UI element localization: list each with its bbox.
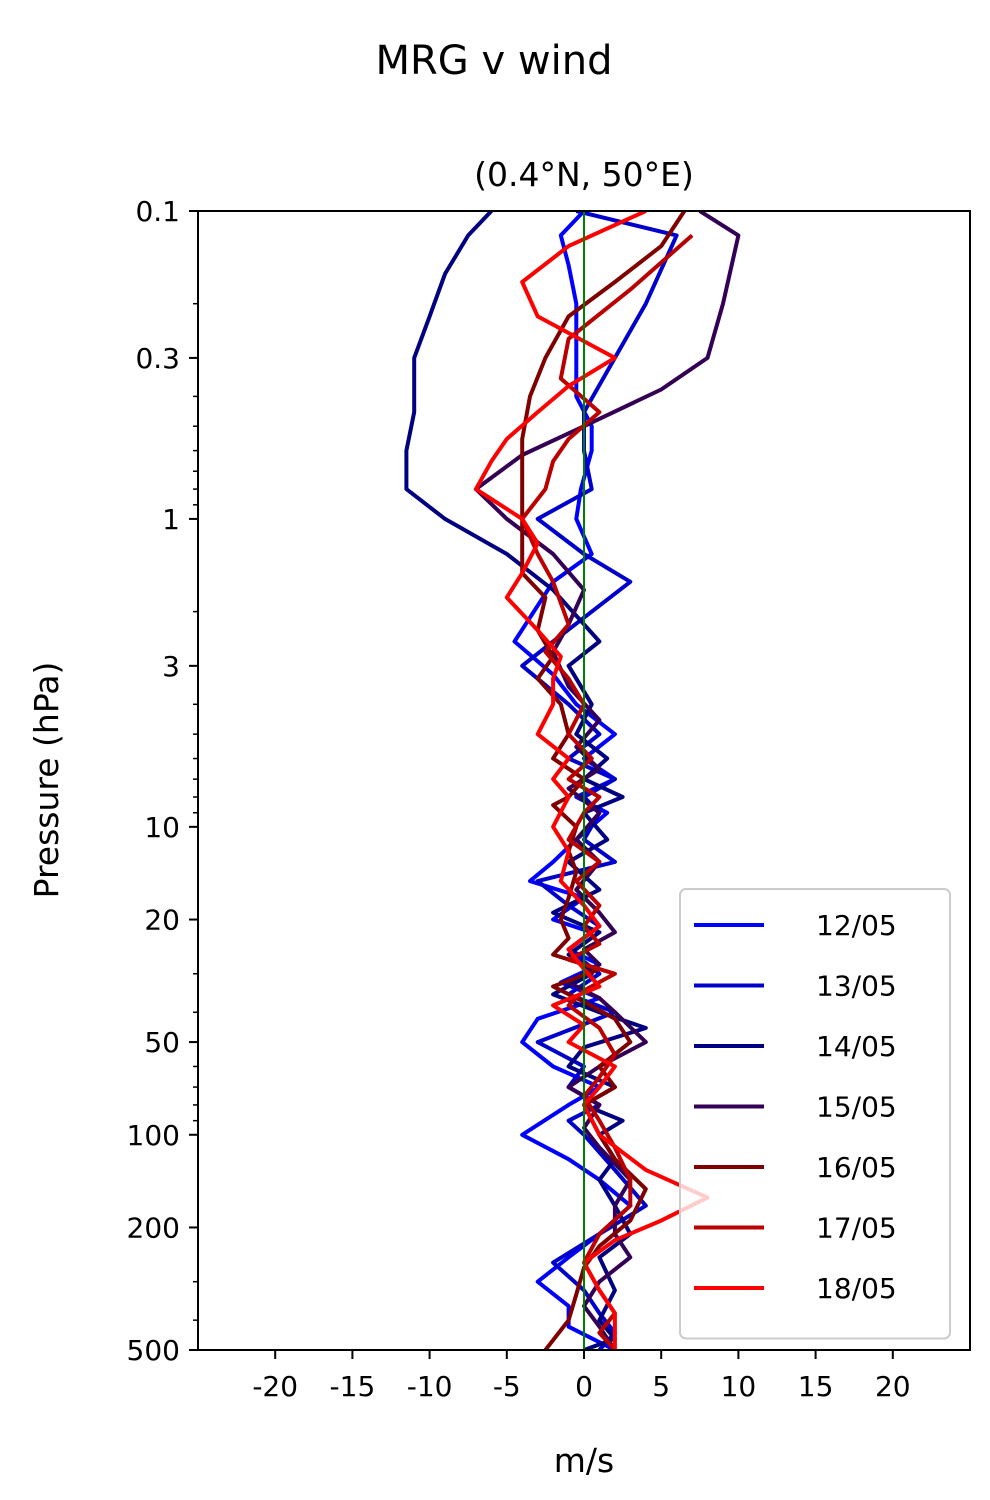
x-tick-label: -15 xyxy=(330,1370,376,1403)
series-line-14/05 xyxy=(404,211,648,1350)
series-line-17/05 xyxy=(520,233,694,1350)
y-tick-label: 10 xyxy=(144,811,180,844)
x-tick-label: 20 xyxy=(875,1370,911,1403)
y-tick-label: 3 xyxy=(162,650,180,683)
series-line-16/05 xyxy=(520,211,687,1350)
y-tick-label: 20 xyxy=(144,904,180,937)
y-tick-label: 0.1 xyxy=(135,195,180,228)
x-axis-label: m/s xyxy=(554,1441,614,1480)
x-tick-label: 0 xyxy=(575,1370,593,1403)
legend-label: 17/05 xyxy=(816,1212,897,1245)
x-tick-label: -20 xyxy=(252,1370,298,1403)
legend-label: 15/05 xyxy=(816,1091,897,1124)
chart-title: MRG v wind xyxy=(376,38,613,84)
legend-label: 14/05 xyxy=(816,1030,897,1063)
legend-label: 13/05 xyxy=(816,970,897,1003)
series-line-13/05 xyxy=(520,211,679,1350)
plot-area xyxy=(404,211,741,1350)
chart-subtitle: (0.4°N, 50°E) xyxy=(474,155,694,194)
y-tick-label: 50 xyxy=(144,1026,180,1059)
x-tick-label: -10 xyxy=(407,1370,453,1403)
legend-label: 16/05 xyxy=(816,1151,897,1184)
legend-label: 12/05 xyxy=(816,909,897,942)
legend: 12/05 13/05 14/05 15/05 16/05 17/05 18/05 xyxy=(679,888,951,1340)
legend-label: 18/05 xyxy=(816,1272,897,1305)
axes: -20 -15 -10 -5 0 5 10 15 20 0.1 0.3 1 3 10 20 50 100 200 5… xyxy=(127,195,971,1403)
legend-box xyxy=(679,888,951,1340)
y-tick-label: 100 xyxy=(127,1119,180,1152)
series-line-18/05 xyxy=(473,211,710,1350)
x-tick-label: 15 xyxy=(798,1370,834,1403)
y-tick-label: 200 xyxy=(127,1211,180,1244)
y-tick-label: 1 xyxy=(162,503,180,536)
y-tick-label: 0.3 xyxy=(135,342,180,375)
y-axis-label: Pressure (hPa) xyxy=(27,662,66,899)
x-tick-label: 5 xyxy=(652,1370,670,1403)
y-tick-label: 500 xyxy=(127,1334,180,1367)
x-tick-label: -5 xyxy=(493,1370,521,1403)
x-tick-label: 10 xyxy=(721,1370,757,1403)
